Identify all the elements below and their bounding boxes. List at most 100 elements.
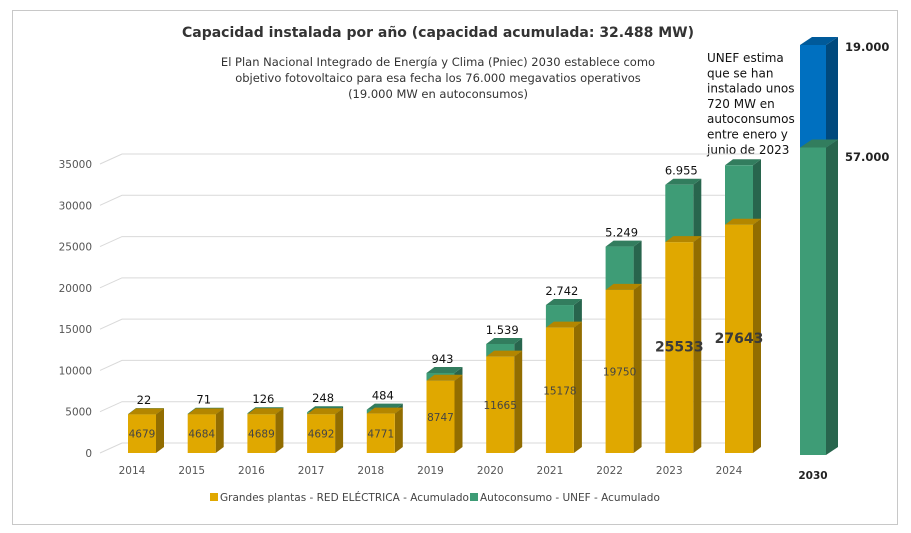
- bar-2030-grandes-label: 57.000: [845, 150, 889, 164]
- bar-label-grandes: 19750: [603, 366, 636, 378]
- bar-label-autoconsumo: 484: [372, 389, 394, 403]
- x-tick-label: 2014: [119, 465, 146, 477]
- bar-label-grandes: 11665: [483, 400, 516, 412]
- bar-label-autoconsumo: 6.955: [665, 164, 698, 178]
- bar-2030-autoconsumo-label: 19.000: [845, 40, 889, 54]
- bar-grandes-plantas: [366, 413, 395, 453]
- x-tick-label: 2016: [238, 465, 265, 477]
- x-tick-label: 2019: [417, 465, 444, 477]
- bar-autoconsumo-top: [486, 337, 523, 344]
- bar-grandes-plantas-top: [486, 350, 523, 357]
- bar-grandes-plantas-top: [307, 408, 344, 415]
- bar-2030-autoconsumo-side: [826, 37, 838, 148]
- x-tick-label: 2023: [656, 465, 683, 477]
- y-tick-label: 5000: [65, 407, 92, 419]
- bar-grandes-plantas-top: [128, 408, 164, 415]
- bar-label-grandes: 15178: [543, 385, 576, 397]
- bar-label-grandes: 27643: [715, 331, 764, 347]
- bar-autoconsumo-side: [573, 299, 582, 328]
- bar-autoconsumo-top: [665, 178, 702, 185]
- bar-autoconsumo-side: [633, 240, 642, 290]
- x-tick-label-2030: 2030: [798, 470, 827, 482]
- bar-grandes-plantas-top: [426, 374, 463, 381]
- chart-subtitle-line: (19.000 MW en autoconsumos): [348, 87, 528, 101]
- bar-label-grandes: 8747: [427, 412, 454, 424]
- bar-grandes-plantas-top: [187, 408, 224, 415]
- chart-subtitle-line: objetivo fotovoltaico para esa fecha los…: [235, 71, 641, 85]
- bar-grandes-plantas: [486, 356, 515, 453]
- bar-grandes-plantas-side: [394, 407, 403, 453]
- bar-grandes-plantas: [247, 414, 276, 453]
- bar-grandes-plantas-side: [753, 218, 761, 453]
- bar-2030-grandes-plantas: [800, 147, 826, 455]
- chart-frame: [12, 10, 898, 525]
- bar-label-grandes: 4771: [367, 428, 394, 440]
- bar-grandes-plantas-side: [156, 408, 164, 453]
- bar-label-autoconsumo: 248: [312, 391, 334, 405]
- bar-autoconsumo: [605, 246, 634, 290]
- bar-grandes-plantas: [187, 414, 216, 453]
- gridline: [99, 236, 760, 248]
- chart-subtitle-line: El Plan Nacional Integrado de Energía y …: [221, 55, 655, 69]
- annotation-line: UNEF estima: [707, 51, 784, 65]
- bar-grandes-plantas-side: [454, 374, 463, 453]
- bar-label-autoconsumo: 22: [137, 393, 152, 407]
- bar-grandes-plantas-side: [514, 350, 523, 453]
- y-tick-label: 15000: [59, 324, 92, 336]
- bar-grandes-plantas-top: [605, 283, 642, 290]
- y-tick-label: 35000: [59, 159, 92, 171]
- bar-autoconsumo-top: [605, 240, 642, 247]
- legend-swatch-autoconsumo: [470, 493, 478, 501]
- y-tick-label: 20000: [59, 283, 92, 295]
- y-tick-label: 10000: [59, 365, 92, 377]
- annotation-line: que se han: [707, 66, 773, 80]
- annotation-line: entre enero y: [707, 128, 788, 142]
- bar-label-autoconsumo: 126: [252, 392, 274, 406]
- bar-grandes-plantas-side: [335, 408, 344, 453]
- x-tick-label: 2024: [716, 465, 743, 477]
- bar-autoconsumo-side: [693, 178, 702, 243]
- bar-autoconsumo: [725, 165, 753, 225]
- bar-label-grandes: 4692: [308, 429, 335, 441]
- bar-grandes-plantas-top: [366, 407, 403, 414]
- bar-grandes-plantas-side: [693, 236, 702, 453]
- bar-2030-grandes-plantas-side: [826, 139, 838, 455]
- y-tick-label: 0: [85, 448, 92, 460]
- x-tick-label: 2021: [537, 465, 564, 477]
- chart-title: Capacidad instalada por año (capacidad a…: [182, 25, 694, 41]
- bar-grandes-plantas: [545, 327, 574, 453]
- x-tick-label: 2017: [298, 465, 325, 477]
- bar-grandes-plantas: [725, 224, 753, 453]
- y-tick-label: 25000: [59, 242, 92, 254]
- bar-grandes-plantas-top: [247, 408, 284, 415]
- bar-grandes-plantas: [605, 289, 634, 453]
- bar-label-grandes: 4684: [188, 429, 215, 441]
- bar-grandes-plantas-side: [573, 321, 582, 453]
- x-tick-label: 2015: [178, 465, 205, 477]
- bar-label-grandes: 4689: [248, 429, 275, 441]
- bar-label-autoconsumo: 1.539: [486, 323, 519, 337]
- annotation-line: autoconsumos: [707, 112, 795, 126]
- bar-2030-autoconsumo: [800, 45, 826, 148]
- bar-autoconsumo-top: [545, 299, 582, 306]
- bar-2030-grandes-plantas-top: [800, 139, 838, 148]
- bar-autoconsumo-side: [753, 159, 761, 225]
- legend-swatch-grandes-plantas: [210, 493, 218, 501]
- bar-label-grandes: 4679: [129, 429, 156, 441]
- bar-grandes-plantas: [665, 242, 694, 453]
- x-tick-label: 2022: [596, 465, 623, 477]
- gridline: [99, 153, 760, 165]
- legend-label-grandes-plantas: Grandes plantas - RED ELÉCTRICA - Acumul…: [220, 491, 469, 504]
- bar-grandes-plantas-side: [633, 283, 642, 453]
- bar-grandes-plantas-top: [725, 218, 761, 225]
- bar-grandes-plantas-side: [215, 408, 224, 453]
- legend-label-autoconsumo: Autoconsumo - UNEF - Acumulado: [480, 492, 660, 504]
- bar-grandes-plantas-top: [545, 321, 582, 328]
- gridline: [99, 194, 760, 206]
- gridline: [99, 318, 760, 330]
- bar-autoconsumo-top: [725, 159, 761, 166]
- bar-autoconsumo: [665, 184, 694, 243]
- bar-label-autoconsumo: 5.249: [605, 226, 638, 240]
- gridline: [99, 359, 760, 371]
- gridline: [99, 277, 760, 289]
